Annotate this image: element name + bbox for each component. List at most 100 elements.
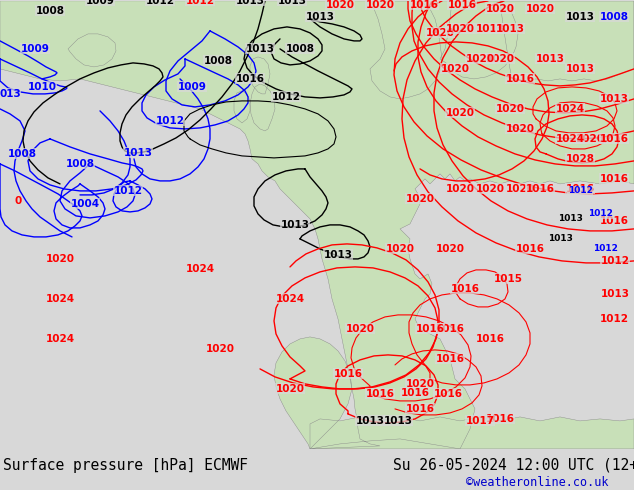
Polygon shape — [0, 1, 634, 449]
Text: 1016: 1016 — [410, 0, 439, 10]
Text: 1020: 1020 — [425, 28, 455, 38]
Text: 1024: 1024 — [275, 294, 304, 304]
Text: 1016: 1016 — [600, 216, 628, 226]
Text: Surface pressure [hPa] ECMWF: Surface pressure [hPa] ECMWF — [3, 458, 248, 472]
Text: 1016: 1016 — [235, 74, 264, 84]
Text: 1020: 1020 — [205, 344, 235, 354]
Text: 1013: 1013 — [566, 12, 595, 22]
Text: 1013: 1013 — [323, 250, 353, 260]
Text: 1020: 1020 — [441, 64, 470, 74]
Text: 1016: 1016 — [401, 388, 429, 398]
Polygon shape — [274, 337, 352, 449]
Text: 1020: 1020 — [346, 324, 375, 334]
Text: 1016: 1016 — [436, 324, 465, 334]
Text: 1012: 1012 — [593, 245, 618, 253]
Text: 1008: 1008 — [65, 159, 94, 169]
Polygon shape — [68, 34, 116, 67]
Text: 1020: 1020 — [505, 124, 534, 134]
Text: 1016: 1016 — [436, 354, 465, 364]
Text: 1016: 1016 — [365, 389, 394, 399]
Text: 1020: 1020 — [46, 254, 75, 264]
Text: 1012: 1012 — [567, 186, 592, 196]
Text: 1020: 1020 — [446, 108, 474, 118]
Text: 1017: 1017 — [465, 416, 495, 426]
Text: 1024: 1024 — [555, 134, 585, 144]
Text: 1020: 1020 — [486, 4, 515, 14]
Text: 1013: 1013 — [356, 416, 384, 426]
Text: ©weatheronline.co.uk: ©weatheronline.co.uk — [466, 476, 609, 490]
Text: 1020: 1020 — [476, 184, 505, 194]
Text: 1013: 1013 — [496, 24, 524, 34]
Text: 1012: 1012 — [271, 92, 301, 102]
Text: 1004: 1004 — [70, 199, 100, 209]
Text: 1020: 1020 — [385, 244, 415, 254]
Text: 1012: 1012 — [600, 314, 628, 324]
Text: 1009: 1009 — [178, 82, 207, 92]
Text: 1013: 1013 — [476, 24, 505, 34]
Polygon shape — [310, 417, 634, 449]
Text: 1020: 1020 — [406, 379, 434, 389]
Text: 1015: 1015 — [493, 274, 522, 284]
Text: 1020: 1020 — [365, 0, 394, 10]
Text: 1013: 1013 — [536, 54, 564, 64]
Text: 1012: 1012 — [186, 0, 214, 6]
Text: 1008: 1008 — [204, 56, 233, 66]
Text: 1013: 1013 — [280, 220, 309, 230]
Polygon shape — [250, 57, 270, 94]
Text: 1013: 1013 — [235, 0, 264, 6]
Text: 1016: 1016 — [515, 244, 545, 254]
Text: 1013: 1013 — [384, 416, 413, 426]
Text: 1013: 1013 — [600, 94, 628, 104]
Text: 1008: 1008 — [600, 12, 628, 22]
Text: 1008: 1008 — [36, 6, 65, 16]
Text: 1020: 1020 — [576, 134, 604, 144]
Polygon shape — [370, 1, 442, 99]
Text: 1020: 1020 — [496, 104, 524, 114]
Text: 1016: 1016 — [333, 369, 363, 379]
Text: 1024: 1024 — [46, 334, 75, 344]
Text: 1013: 1013 — [278, 0, 306, 6]
Text: 1024: 1024 — [46, 294, 75, 304]
Text: 1013: 1013 — [245, 44, 275, 54]
Text: 1020: 1020 — [436, 244, 465, 254]
Text: 1013: 1013 — [124, 148, 153, 158]
Text: 1020: 1020 — [325, 0, 354, 10]
Text: 1013: 1013 — [548, 234, 573, 244]
Text: 1016: 1016 — [486, 414, 515, 424]
Text: 1016: 1016 — [448, 0, 477, 10]
Polygon shape — [250, 84, 275, 131]
Text: 1012: 1012 — [113, 186, 143, 196]
Text: 1012: 1012 — [588, 209, 612, 219]
Text: Su 26-05-2024 12:00 UTC (12+00): Su 26-05-2024 12:00 UTC (12+00) — [393, 458, 634, 472]
Text: 1012: 1012 — [145, 0, 174, 6]
Text: 1016: 1016 — [566, 184, 595, 194]
Polygon shape — [500, 1, 634, 81]
Text: 1008: 1008 — [8, 149, 37, 159]
Text: 1016: 1016 — [476, 334, 505, 344]
Text: 1012: 1012 — [600, 256, 630, 266]
Text: 1013: 1013 — [557, 215, 583, 223]
Text: 0: 0 — [15, 196, 22, 206]
Text: 1020: 1020 — [276, 384, 304, 394]
Text: 1016: 1016 — [451, 284, 479, 294]
Text: 1013: 1013 — [600, 289, 630, 299]
Text: 1020: 1020 — [465, 54, 495, 64]
Text: 1020: 1020 — [505, 184, 534, 194]
Text: 1024: 1024 — [555, 104, 585, 114]
Text: 013: 013 — [0, 89, 21, 99]
Text: 1013: 1013 — [566, 64, 595, 74]
Text: 1008: 1008 — [285, 44, 314, 54]
Text: 1028: 1028 — [566, 154, 595, 164]
Text: 1020: 1020 — [446, 184, 474, 194]
Polygon shape — [440, 1, 518, 79]
Text: 1016: 1016 — [406, 404, 434, 414]
Text: 1020: 1020 — [446, 24, 474, 34]
Text: 1016: 1016 — [434, 389, 462, 399]
Text: 1010: 1010 — [27, 82, 56, 92]
Text: 1009: 1009 — [20, 44, 49, 54]
Text: 1012: 1012 — [155, 116, 184, 126]
Text: 1020: 1020 — [486, 54, 515, 64]
Text: 1009: 1009 — [86, 0, 115, 6]
Text: 1024: 1024 — [185, 264, 214, 274]
Polygon shape — [234, 91, 250, 123]
